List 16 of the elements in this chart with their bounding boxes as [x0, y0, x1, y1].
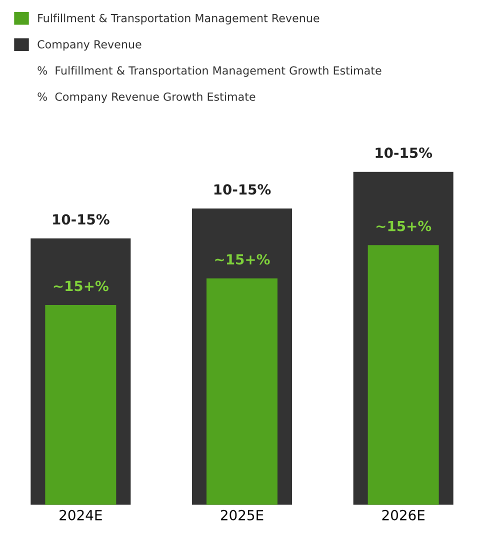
x-tick-label: 2025E [220, 510, 264, 520]
bar [45, 305, 116, 505]
annotation: ~15+% [376, 220, 432, 232]
bar [368, 245, 439, 505]
annotation: ~15+% [215, 254, 270, 265]
annotation: 10-15% [53, 214, 110, 225]
x-tick-label: 2024E [60, 510, 102, 520]
annotation: ~15+% [54, 280, 108, 292]
annotation: 10-15% [214, 184, 271, 195]
legend-label: Company Revenue [38, 40, 142, 51]
bar [206, 278, 278, 505]
annotation: 10-15% [376, 148, 432, 158]
text: % Company Revenue Growth Estimate [38, 92, 256, 104]
legend-label: Fulfillment & Transportation Management Revenue [38, 14, 320, 24]
text: % Fulfillment & Transportation Management Growth Estimate [38, 66, 382, 77]
x-tick-label: 2026E [382, 510, 425, 520]
